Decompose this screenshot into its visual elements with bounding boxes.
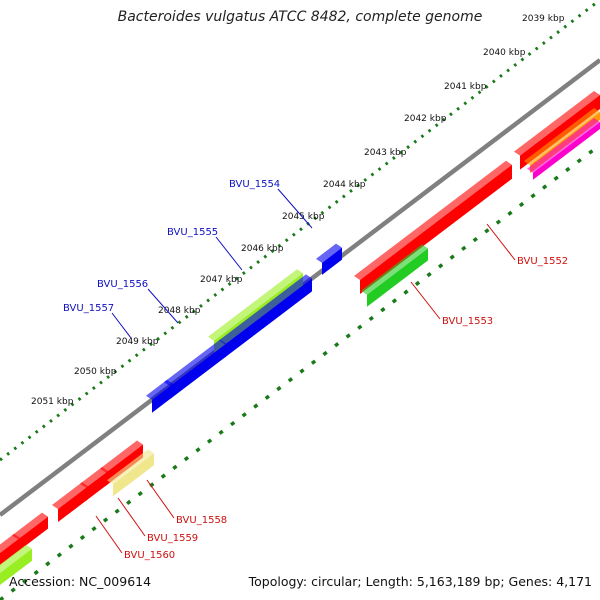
gene-label-bvu-1553[interactable]: BVU_1553: [442, 316, 493, 327]
gene-block-bvu-1552-top: [354, 160, 512, 280]
reverse-gene-labels: BVU_1552 BVU_1553 BVU_1558 BVU_1559 BVU_…: [124, 256, 568, 561]
leader-line: [95, 515, 123, 554]
gene-block-red-1560[interactable]: [52, 482, 88, 523]
gene-block-red-1559[interactable]: [80, 467, 108, 501]
gene-block-magenta-top: [527, 118, 600, 173]
leader-line: [410, 281, 441, 320]
gene-block-khaki-body: [113, 453, 154, 497]
gene-label-bvu-1556[interactable]: BVU_1556: [97, 279, 148, 290]
gene-block-magenta[interactable]: [527, 118, 600, 180]
gene-block-blue-2-body: [170, 343, 226, 400]
gene-label-bvu-1557[interactable]: BVU_1557: [63, 303, 114, 314]
gene-block-yellowgreen-low[interactable]: [0, 544, 32, 585]
forward-gene-leaders: [111, 188, 313, 339]
gene-block-magenta-body: [533, 122, 600, 180]
tick-label: 2040 kbp: [483, 48, 526, 58]
tick-labels: 2039 kbp 2040 kbp 2041 kbp 2042 kbp 2043…: [31, 14, 565, 407]
gene-block-red-a-body: [34, 516, 48, 540]
reverse-gene-leaders: [95, 223, 516, 554]
tick-label: 2048 kbp: [158, 306, 201, 316]
outer-tick-track: [0, 0, 600, 462]
gene-block-red-1558-top: [100, 440, 143, 473]
tick-label: 2041 kbp: [444, 82, 487, 92]
gene-label-bvu-1560[interactable]: BVU_1560: [124, 550, 175, 561]
gene-label-bvu-1559[interactable]: BVU_1559: [147, 533, 198, 544]
gene-block-red-b-body: [18, 527, 34, 552]
gene-block-blue-1[interactable]: [219, 274, 312, 358]
leader-line: [117, 497, 146, 537]
feature-layer: [0, 91, 600, 585]
gene-block-bvu-1553-body: [367, 248, 428, 307]
gene-block-blue-3[interactable]: [146, 379, 173, 413]
gene-label-bvu-1558[interactable]: BVU_1558: [176, 515, 227, 526]
gene-block-bvu-1554-body: [322, 247, 342, 275]
leader-line: [277, 188, 313, 229]
gene-block-blue-2[interactable]: [164, 339, 226, 400]
topology-text: Topology: circular; Length: 5,163,189 bp…: [248, 574, 592, 589]
gene-block-blue-1-top: [219, 274, 312, 345]
gene-block-red-c-body: [0, 537, 20, 565]
leader-line: [146, 479, 175, 519]
leader-line: [111, 312, 132, 339]
gene-block-bvu-1552-body: [360, 164, 512, 294]
tick-label: 2044 kbp: [323, 180, 366, 190]
tick-label: 2043 kbp: [364, 148, 407, 158]
forward-gene-labels: BVU_1554 BVU_1555 BVU_1556 BVU_1557: [63, 179, 280, 314]
gene-block-red-1560-body: [58, 486, 88, 523]
gene-block-orange-top: [524, 108, 600, 166]
gene-block-red-1559-body: [86, 471, 108, 501]
map-title: Bacteroides vulgatus ATCC 8482, complete…: [117, 9, 483, 25]
gene-block-red-right-top: [514, 91, 600, 156]
gene-block-khaki[interactable]: [107, 449, 154, 497]
tick-label: 2039 kbp: [522, 14, 565, 24]
gene-block-bvu-1553-top: [361, 244, 428, 295]
gene-block-blue-1-body: [225, 278, 312, 358]
gene-block-red-b[interactable]: [12, 523, 34, 552]
gene-block-red-a[interactable]: [28, 512, 48, 540]
gene-block-red-b-top: [12, 523, 34, 540]
gene-block-khaki-top: [107, 449, 154, 485]
gene-block-red-1560-top: [52, 482, 88, 510]
gene-block-red-a-top: [28, 512, 48, 528]
leader-line: [147, 288, 179, 324]
tick-label: 2047 kbp: [200, 275, 243, 285]
gene-label-bvu-1555[interactable]: BVU_1555: [167, 227, 218, 238]
gene-block-bvu-1552[interactable]: [354, 160, 512, 294]
gene-block-blue-2-top: [164, 339, 226, 387]
gene-block-yellowgreen-low-body: [0, 548, 32, 585]
gene-block-bvu-1555-top: [208, 269, 303, 341]
gene-block-blue-3-top: [146, 379, 173, 400]
tick-label: 2046 kbp: [241, 244, 284, 254]
leader-line: [215, 236, 243, 271]
leader-line: [486, 223, 516, 261]
gene-label-bvu-1552[interactable]: BVU_1552: [517, 256, 568, 267]
accession-text: Accession: NC_009614: [9, 574, 152, 589]
gene-label-bvu-1554[interactable]: BVU_1554: [229, 179, 280, 190]
gene-block-bvu-1554[interactable]: [316, 243, 342, 275]
tick-label: 2049 kbp: [116, 337, 159, 347]
tick-label: 2051 kbp: [31, 397, 74, 407]
tick-label: 2050 kbp: [74, 367, 117, 377]
gene-block-blue-3-body: [152, 383, 173, 413]
tick-label: 2042 kbp: [404, 114, 447, 124]
tick-label: 2045 kbp: [282, 212, 325, 222]
gene-block-yellowgreen-low-top: [0, 544, 32, 573]
gene-block-red-c[interactable]: [0, 533, 20, 565]
gene-block-red-c-top: [0, 533, 20, 553]
gene-block-red-1559-top: [80, 467, 108, 488]
gene-block-bvu-1553[interactable]: [361, 244, 428, 307]
gene-block-bvu-1554-top: [316, 243, 342, 263]
